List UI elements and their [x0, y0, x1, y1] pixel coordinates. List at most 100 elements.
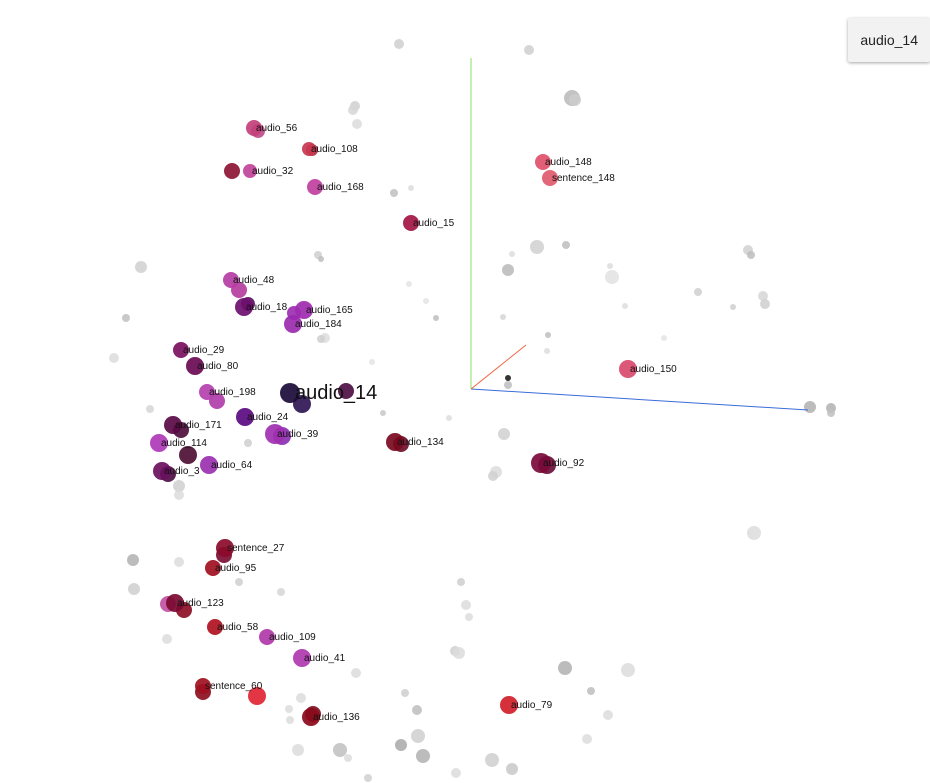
- scatter-point[interactable]: [622, 303, 628, 309]
- scatter-point[interactable]: [621, 663, 635, 677]
- scatter-point[interactable]: [504, 381, 512, 389]
- scatter-point[interactable]: [333, 743, 347, 757]
- scatter-point[interactable]: [109, 353, 119, 363]
- scatter-point-audio-48[interactable]: [223, 272, 239, 288]
- scatter-point[interactable]: [530, 240, 544, 254]
- scatter-point[interactable]: [338, 383, 354, 399]
- scatter-point[interactable]: [457, 578, 465, 586]
- scatter-point[interactable]: [348, 105, 358, 115]
- scatter-point[interactable]: [524, 45, 534, 55]
- scatter-point-sentence-148[interactable]: [542, 170, 558, 186]
- scatter-point[interactable]: [416, 749, 430, 763]
- scatter-point[interactable]: [406, 281, 412, 287]
- scatter-point[interactable]: [730, 304, 736, 310]
- scatter-point-audio-114[interactable]: [150, 434, 168, 452]
- scatter-point[interactable]: [296, 693, 306, 703]
- scatter-point[interactable]: [582, 734, 592, 744]
- scatter-point-audio-198[interactable]: [199, 384, 215, 400]
- scatter-point[interactable]: [451, 768, 461, 778]
- scatter-point[interactable]: [318, 256, 324, 262]
- scatter-point[interactable]: [146, 405, 154, 413]
- scatter-point[interactable]: [285, 705, 293, 713]
- selected-point-chip[interactable]: audio_14: [848, 18, 930, 62]
- scatter-point-audio-64[interactable]: [200, 456, 218, 474]
- scatter-point[interactable]: [453, 647, 465, 659]
- scatter-point[interactable]: [128, 583, 140, 595]
- scatter-point-audio-39[interactable]: [265, 424, 285, 444]
- scatter-point-sentence-27[interactable]: [216, 539, 234, 557]
- scatter-point-audio-80[interactable]: [186, 357, 204, 375]
- scatter-point-audio-15[interactable]: [403, 215, 419, 231]
- scatter-point[interactable]: [174, 557, 184, 567]
- scatter-point-audio-41[interactable]: [293, 649, 311, 667]
- scatter-point-audio-32[interactable]: [243, 164, 257, 178]
- scatter-point[interactable]: [558, 661, 572, 675]
- scatter-point[interactable]: [235, 578, 243, 586]
- scatter-point-audio-150[interactable]: [619, 360, 637, 378]
- scatter-point[interactable]: [244, 439, 252, 447]
- scatter-point[interactable]: [401, 689, 409, 697]
- scatter-point[interactable]: [498, 428, 510, 440]
- scatter-point[interactable]: [127, 554, 139, 566]
- scatter-point[interactable]: [162, 634, 172, 644]
- scatter-point[interactable]: [277, 588, 285, 596]
- scatter-point[interactable]: [747, 526, 761, 540]
- scatter-point[interactable]: [224, 163, 240, 179]
- scatter-point[interactable]: [500, 314, 506, 320]
- scatter-point[interactable]: [661, 335, 667, 341]
- scatter-point-audio-108[interactable]: [302, 142, 316, 156]
- scatter-point[interactable]: [423, 298, 429, 304]
- scatter-point-audio-24[interactable]: [236, 408, 254, 426]
- scatter-point-audio-92[interactable]: [531, 453, 551, 473]
- scatter-point[interactable]: [433, 315, 439, 321]
- scatter-point[interactable]: [351, 668, 361, 678]
- scatter-point-audio-165[interactable]: [295, 301, 313, 319]
- scatter-point-audio-14[interactable]: [280, 383, 300, 403]
- scatter-point[interactable]: [804, 401, 816, 413]
- scatter-point-audio-109[interactable]: [259, 629, 275, 645]
- scatter-point[interactable]: [509, 251, 515, 257]
- scatter-point[interactable]: [352, 119, 362, 129]
- scatter-point[interactable]: [248, 687, 266, 705]
- scatter-point[interactable]: [394, 39, 404, 49]
- scatter-point[interactable]: [544, 348, 550, 354]
- scatter-point[interactable]: [286, 716, 294, 724]
- scatter-point[interactable]: [605, 270, 619, 284]
- scatter-point[interactable]: [505, 375, 511, 381]
- scatter-point-audio-95[interactable]: [205, 560, 221, 576]
- scatter-point[interactable]: [369, 359, 375, 365]
- scatter-point-audio-134[interactable]: [386, 433, 404, 451]
- scatter-point[interactable]: [446, 415, 452, 421]
- scatter-point[interactable]: [408, 185, 414, 191]
- scatter-point-audio-136[interactable]: [302, 708, 320, 726]
- scatter-point[interactable]: [135, 261, 147, 273]
- scatter-point[interactable]: [411, 729, 425, 743]
- scatter-point[interactable]: [569, 94, 581, 106]
- scatter-point[interactable]: [506, 763, 518, 775]
- scatter-point[interactable]: [694, 288, 702, 296]
- scatter-point-sentence-60[interactable]: [195, 678, 211, 694]
- scatter-point-audio-123[interactable]: [166, 594, 184, 612]
- scatter-point[interactable]: [390, 189, 398, 197]
- scatter-point[interactable]: [587, 687, 595, 695]
- scatter-point[interactable]: [461, 600, 471, 610]
- scatter-point[interactable]: [485, 753, 499, 767]
- scatter-point[interactable]: [827, 409, 835, 417]
- scatter-point[interactable]: [488, 471, 498, 481]
- scatter-point[interactable]: [179, 446, 197, 464]
- scatter-point[interactable]: [747, 251, 755, 259]
- scatter-point[interactable]: [502, 264, 514, 276]
- scatter-point[interactable]: [380, 410, 386, 416]
- scatter-point[interactable]: [412, 705, 422, 715]
- scatter-point-audio-148[interactable]: [535, 154, 551, 170]
- scatter-point-audio-29[interactable]: [173, 342, 189, 358]
- scatter-point-audio-168[interactable]: [307, 179, 323, 195]
- scatter-point[interactable]: [344, 754, 352, 762]
- scatter-point[interactable]: [317, 335, 325, 343]
- scatter-point-audio-18[interactable]: [235, 298, 253, 316]
- scatter-point[interactable]: [292, 744, 304, 756]
- scatter-point[interactable]: [173, 480, 185, 492]
- scatter-point[interactable]: [607, 263, 613, 269]
- scatter-point[interactable]: [760, 299, 770, 309]
